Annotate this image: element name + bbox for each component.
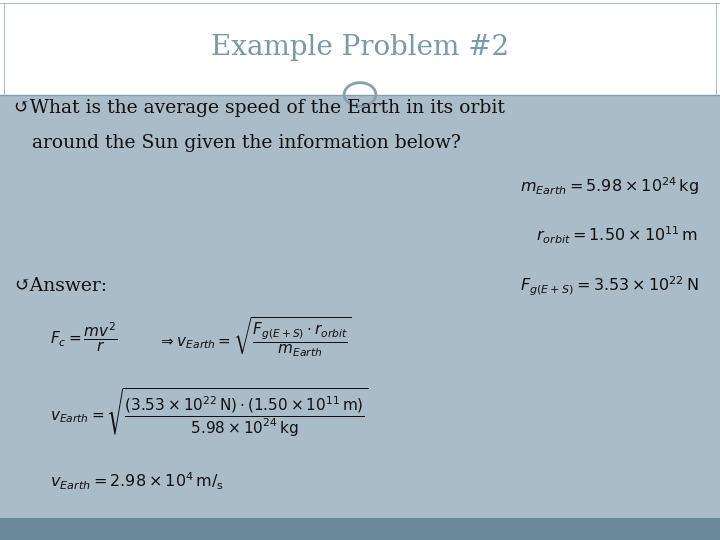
Bar: [0, 0, 720, 94]
Bar: [0, 94, 720, 518]
Text: $F_c = \dfrac{mv^2}{r}$: $F_c = \dfrac{mv^2}{r}$: [50, 321, 118, 354]
Text: Example Problem #2: Example Problem #2: [211, 33, 509, 60]
Text: around the Sun given the information below?: around the Sun given the information bel…: [14, 134, 462, 152]
Text: ↺Answer:: ↺Answer:: [14, 277, 107, 295]
Text: $v_{\mathit{Earth}} = \sqrt{\dfrac{(3.53\times10^{22}\,\mathrm{N})\cdot(1.50\tim: $v_{\mathit{Earth}} = \sqrt{\dfrac{(3.53…: [50, 387, 369, 439]
Text: ↺What is the average speed of the Earth in its orbit: ↺What is the average speed of the Earth …: [14, 99, 505, 117]
Text: $r_{\mathit{orbit}} = 1.50\times10^{11}\,\mathrm{m}$: $r_{\mathit{orbit}} = 1.50\times10^{11}\…: [536, 224, 698, 246]
Text: $v_{\mathit{Earth}} = 2.98\times10^{4}\,\mathrm{m/}_\mathrm{s}$: $v_{\mathit{Earth}} = 2.98\times10^{4}\,…: [50, 471, 225, 492]
Text: $\Rightarrow v_{\mathit{Earth}} = \sqrt{\dfrac{F_{g(E+S)} \cdot r_{\mathit{orbit: $\Rightarrow v_{\mathit{Earth}} = \sqrt{…: [158, 316, 352, 359]
Bar: [0, 518, 720, 540]
Text: $m_{\mathit{Earth}} = 5.98\times10^{24}\,\mathrm{kg}$: $m_{\mathit{Earth}} = 5.98\times10^{24}\…: [520, 176, 698, 197]
Text: $F_{g(E+S)} = 3.53\times10^{22}\,\mathrm{N}$: $F_{g(E+S)} = 3.53\times10^{22}\,\mathrm…: [520, 274, 698, 298]
